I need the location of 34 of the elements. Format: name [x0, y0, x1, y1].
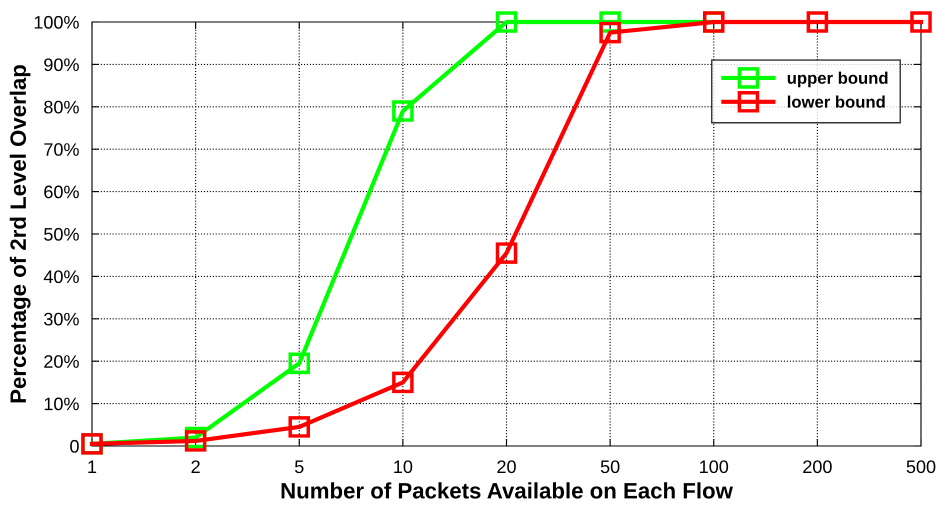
point [392, 100, 414, 122]
x-tick-label: 200 [803, 460, 832, 474]
y-tick-label: 20% [44, 355, 79, 368]
point [288, 416, 310, 438]
y-tick-label: 10% [44, 398, 79, 410]
point [910, 11, 932, 33]
point [288, 352, 310, 374]
point [392, 372, 414, 394]
point [496, 242, 518, 264]
point [184, 430, 206, 452]
y-tick-label: 30% [44, 312, 79, 326]
x-axis-title: Number of Packets Available on Each Flow [282, 482, 733, 499]
legend-label: upper bound [788, 72, 888, 88]
x-tick-label: 1 [88, 460, 96, 473]
y-tick-label: 90% [44, 58, 79, 72]
y-tick-label: 50% [44, 228, 79, 241]
y-tick-label: 60% [44, 186, 79, 198]
y-tick-label: 80% [44, 100, 79, 114]
y-tick-label: 0 [70, 440, 79, 453]
y-tick-label: 70% [44, 143, 79, 156]
x-tick-label: 20 [497, 460, 516, 474]
x-tick-label: 50 [600, 460, 620, 474]
x-tick-label: 5 [294, 460, 304, 474]
x-tick-label: 2 [192, 460, 200, 473]
y-tick-label: 100% [34, 16, 79, 29]
legend-label: lower bound [788, 96, 885, 108]
point [806, 11, 828, 33]
y-axis-title: Percentage of 2rd Level Overlap [10, 65, 31, 402]
x-tick-label: 100 [700, 460, 728, 474]
point [496, 11, 518, 33]
point [599, 22, 621, 44]
x-tick-label: 500 [906, 460, 936, 474]
x-tick-label: 10 [394, 460, 412, 474]
y-tick-label: 40% [44, 270, 79, 284]
